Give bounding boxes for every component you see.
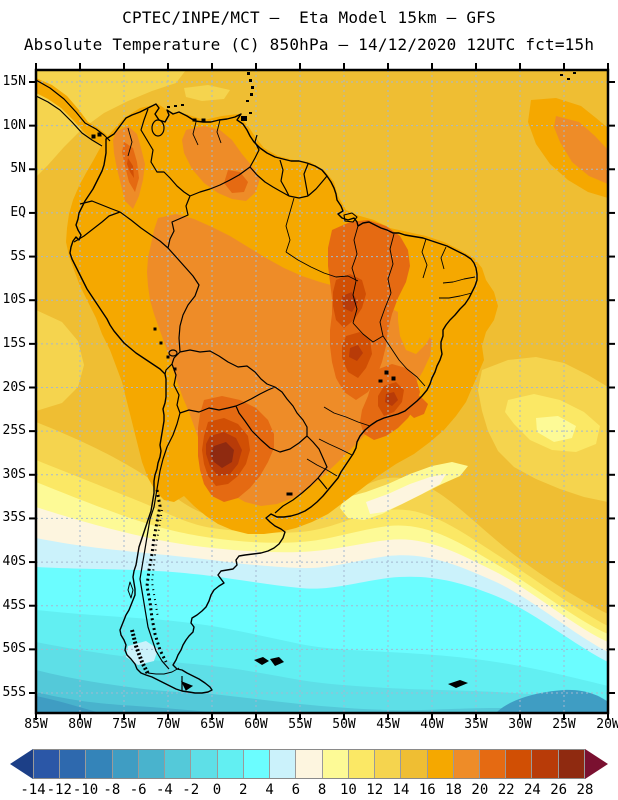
colorbar	[10, 749, 608, 779]
lon-label: 20W	[596, 717, 618, 732]
lon-label: 70W	[156, 717, 180, 732]
colorbar-cells	[33, 749, 585, 779]
lon-label: 65W	[200, 717, 224, 732]
colorbar-left-arrow	[10, 749, 33, 779]
lon-label: 50W	[332, 717, 356, 732]
colorbar-cell	[453, 750, 480, 778]
colorbar-tick-label: 14	[392, 782, 410, 798]
lon-label: 35W	[464, 717, 488, 732]
country-borders	[73, 108, 328, 691]
colorbar-cell	[33, 750, 61, 778]
colorbar-cell	[427, 750, 454, 778]
colorbar-cell	[322, 750, 349, 778]
colorbar-tick-label: -14	[20, 782, 46, 798]
colorbar-tick-label: 10	[339, 782, 357, 798]
state-borders	[127, 119, 476, 477]
colorbar-tick-label: 22	[497, 782, 515, 798]
colorbar-cell	[165, 750, 192, 778]
lon-label: 45W	[376, 717, 400, 732]
colorbar-tick-label: 28	[576, 782, 594, 798]
colorbar-tick-label: 16	[418, 782, 436, 798]
colorbar-tick-label: 12	[366, 782, 384, 798]
page-subtitle: Absolute Temperature (C) 850hPa – 14/12/…	[23, 35, 595, 54]
lon-label: 30W	[508, 717, 532, 732]
colorbar-tick-label: -12	[46, 782, 72, 798]
lon-label: 55W	[288, 717, 312, 732]
colorbar-cell	[532, 750, 559, 778]
colorbar-cell	[401, 750, 428, 778]
coastline	[36, 79, 478, 694]
colorbar-cell	[558, 750, 585, 778]
colorbar-tick-label: 8	[317, 782, 327, 798]
page-title: CPTEC/INPE/MCT – Eta Model 15km – GFS	[122, 8, 496, 27]
colorbar-cell	[60, 750, 87, 778]
colorbar-tick-label: 20	[471, 782, 489, 798]
colorbar-cell	[138, 750, 166, 778]
colorbar-cell	[296, 750, 323, 778]
colorbar-tick-label: 24	[523, 782, 541, 798]
colorbar-tick-label: -10	[72, 782, 99, 798]
lon-label: 25W	[552, 717, 576, 732]
colorbar-cell	[86, 750, 113, 778]
colorbar-cell	[112, 750, 139, 778]
colorbar-tick-label: 26	[550, 782, 568, 798]
lon-label: 60W	[244, 717, 268, 732]
colorbar-tick-label: 18	[445, 782, 462, 798]
colorbar-tick-label: 4	[265, 782, 274, 798]
colorbar-cell	[191, 750, 218, 778]
colorbar-tick-label: -2	[182, 782, 200, 798]
colorbar-tick-label: -6	[129, 782, 147, 798]
colorbar-tick-label: -4	[155, 782, 173, 798]
lon-label: 80W	[68, 717, 92, 732]
lon-label: 75W	[112, 717, 136, 732]
colorbar-tick-label: 6	[291, 782, 301, 798]
colorbar-cell	[479, 750, 507, 778]
terrain-marks	[91, 118, 396, 691]
colorbar-cell	[375, 750, 402, 778]
colorbar-cell	[243, 750, 271, 778]
colorbar-tick-label: 2	[239, 782, 248, 798]
lon-label: 40W	[420, 717, 444, 732]
map-canvas	[29, 63, 615, 720]
colorbar-cell	[270, 750, 297, 778]
colorbar-tick-label: -8	[103, 782, 121, 798]
lon-label: 85W	[24, 717, 48, 732]
temperature-field	[36, 70, 608, 713]
islands	[167, 72, 576, 688]
colorbar-cell	[348, 750, 376, 778]
colorbar-tick-label: 0	[212, 782, 222, 798]
colorbar-cell	[217, 750, 244, 778]
colorbar-cell	[506, 750, 533, 778]
map-frame	[34, 68, 610, 715]
colorbar-right-arrow	[585, 749, 608, 779]
